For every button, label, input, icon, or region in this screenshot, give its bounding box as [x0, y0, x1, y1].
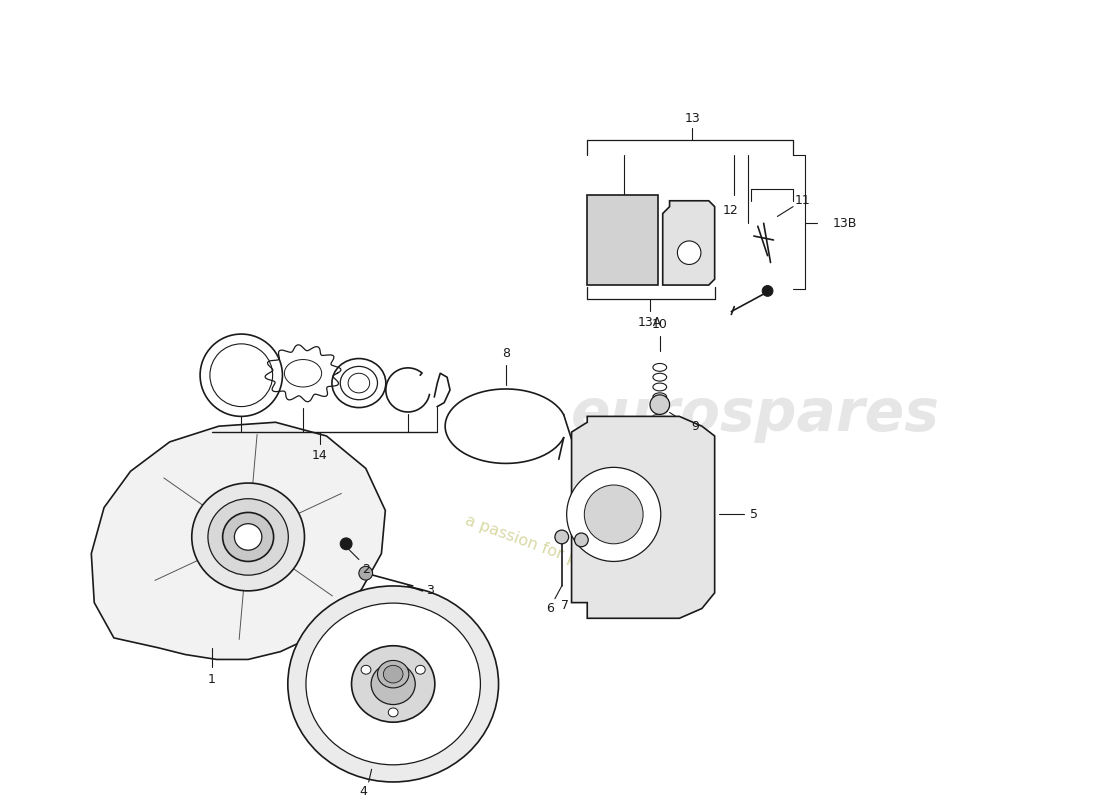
Text: 13B: 13B [833, 217, 857, 230]
Polygon shape [662, 201, 715, 285]
Circle shape [574, 533, 589, 546]
Ellipse shape [208, 498, 288, 575]
Text: eurospares: eurospares [571, 386, 940, 443]
Circle shape [678, 241, 701, 265]
Ellipse shape [234, 524, 262, 550]
Polygon shape [91, 422, 385, 659]
Bar [587, 195, 658, 285]
Circle shape [566, 467, 661, 562]
Text: 9: 9 [691, 420, 698, 433]
Ellipse shape [416, 666, 426, 674]
Text: 7: 7 [561, 599, 569, 612]
Text: 2: 2 [362, 562, 370, 576]
Ellipse shape [288, 586, 498, 782]
Text: 13A: 13A [638, 316, 662, 329]
Circle shape [340, 538, 352, 550]
Ellipse shape [371, 663, 415, 705]
Text: 8: 8 [502, 347, 510, 360]
Text: 5: 5 [750, 508, 758, 521]
Ellipse shape [384, 666, 403, 683]
Ellipse shape [377, 661, 409, 688]
Polygon shape [572, 416, 715, 618]
Text: a passion for parts since 1985: a passion for parts since 1985 [463, 513, 696, 610]
Ellipse shape [285, 359, 321, 387]
Text: 3: 3 [427, 584, 434, 598]
Ellipse shape [361, 666, 371, 674]
Ellipse shape [222, 513, 274, 562]
Circle shape [650, 395, 670, 414]
Circle shape [584, 485, 644, 544]
Ellipse shape [191, 483, 305, 591]
Ellipse shape [388, 708, 398, 717]
Text: 13: 13 [684, 112, 700, 125]
Text: 4: 4 [360, 786, 367, 798]
Circle shape [554, 530, 569, 544]
Text: 12: 12 [723, 204, 738, 217]
Ellipse shape [352, 646, 434, 722]
Text: 10: 10 [652, 318, 668, 330]
Text: 6: 6 [546, 602, 554, 615]
Ellipse shape [306, 603, 481, 765]
Circle shape [359, 566, 373, 580]
Text: 11: 11 [795, 194, 811, 207]
Circle shape [762, 286, 773, 296]
Text: 1: 1 [208, 673, 216, 686]
Text: 14: 14 [311, 449, 328, 462]
